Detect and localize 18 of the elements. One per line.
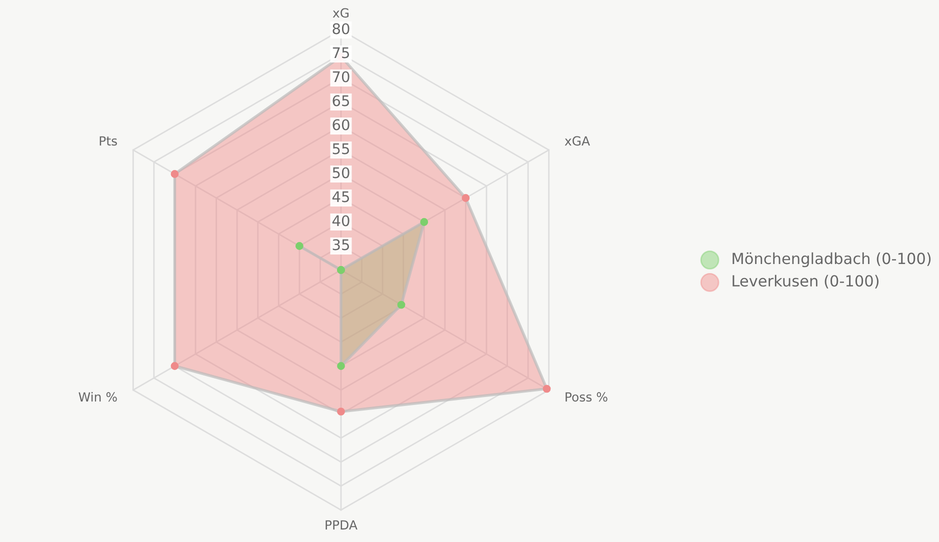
spoke-label: Poss % xyxy=(566,392,608,402)
y-tick-label: 50 xyxy=(332,167,350,178)
y-tick-label: 65 xyxy=(332,95,350,106)
spoke-label: Pts xyxy=(100,136,117,146)
y-tick-label: 40 xyxy=(332,215,350,226)
legend-label: Mönchengladbach (0-100) xyxy=(732,252,931,268)
y-tick-label: 75 xyxy=(332,47,350,58)
y-tick-label: 45 xyxy=(332,191,350,202)
spoke-label: xG xyxy=(332,8,349,18)
legend-label: Leverkusen (0-100) xyxy=(732,274,879,288)
spoke-label: Win % xyxy=(78,392,117,402)
y-tick-label: 35 xyxy=(332,239,350,250)
y-tick-label: 80 xyxy=(332,23,350,34)
spoke-label: xGA xyxy=(564,136,590,146)
y-tick-label: 70 xyxy=(332,71,350,82)
y-tick-label: 55 xyxy=(332,143,350,154)
spoke-label: PPDA xyxy=(326,520,358,530)
y-tick-label: 60 xyxy=(332,119,350,130)
